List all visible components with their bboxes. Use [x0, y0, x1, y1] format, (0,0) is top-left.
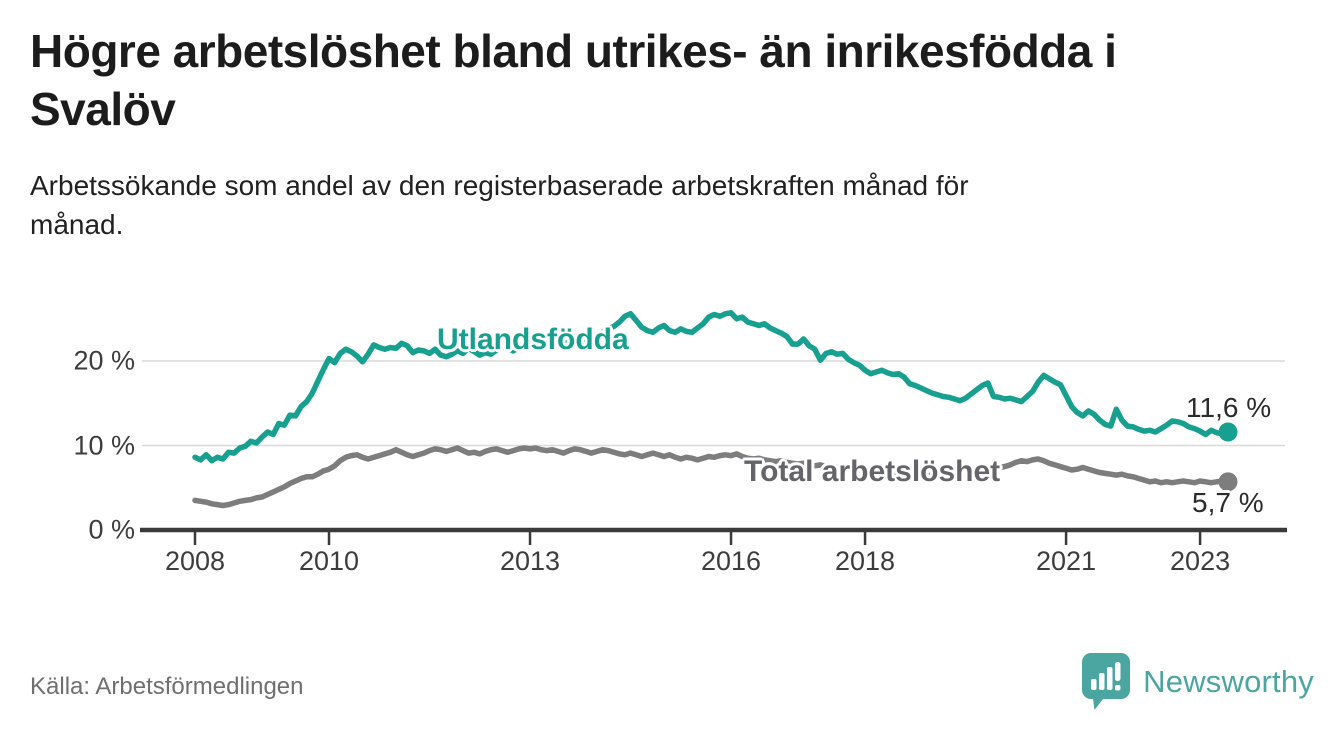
x-axis-tick-2023: 2023: [1170, 546, 1231, 576]
subtitle-line-1: Arbetssökande som andel av den registerb…: [30, 170, 969, 201]
brand-name: Newsworthy: [1143, 664, 1314, 699]
y-axis-tick-20: 20 %: [73, 345, 135, 376]
x-axis-tick-2021: 2021: [1036, 546, 1097, 576]
subtitle-line-2: månad.: [30, 209, 124, 240]
page-title: Högre arbetslöshet bland utrikes- än inr…: [30, 22, 1117, 138]
series-label-foreign-born: Utlandsfödda: [437, 323, 629, 356]
x-axis-tick-2010: 2010: [298, 546, 360, 576]
newsworthy-bubble-chart-icon: [1082, 653, 1131, 710]
brand-logo: Newsworthy: [1081, 652, 1314, 712]
source-note: Källa: Arbetsförmedlingen: [30, 673, 304, 700]
y-axis-tick-10: 10 %: [73, 430, 135, 460]
title-line-1: Högre arbetslöshet bland utrikes- än inr…: [30, 25, 1117, 77]
end-value-total: 5,7 %: [1192, 487, 1264, 518]
x-axis-tick-2018: 2018: [835, 546, 896, 576]
title-line-2: Svalöv: [30, 83, 176, 135]
end-value-foreign-born: 11,6 %: [1186, 392, 1272, 423]
series-label-total: Total arbetslöshet: [744, 455, 1001, 488]
x-axis-tick-2008: 2008: [164, 546, 226, 576]
x-axis-tick-2016: 2016: [700, 546, 762, 576]
y-axis-tick-0: 0 %: [88, 514, 135, 545]
x-axis-tick-2013: 2013: [499, 546, 561, 576]
chart-subtitle: Arbetssökande som andel av den registerb…: [30, 166, 969, 244]
